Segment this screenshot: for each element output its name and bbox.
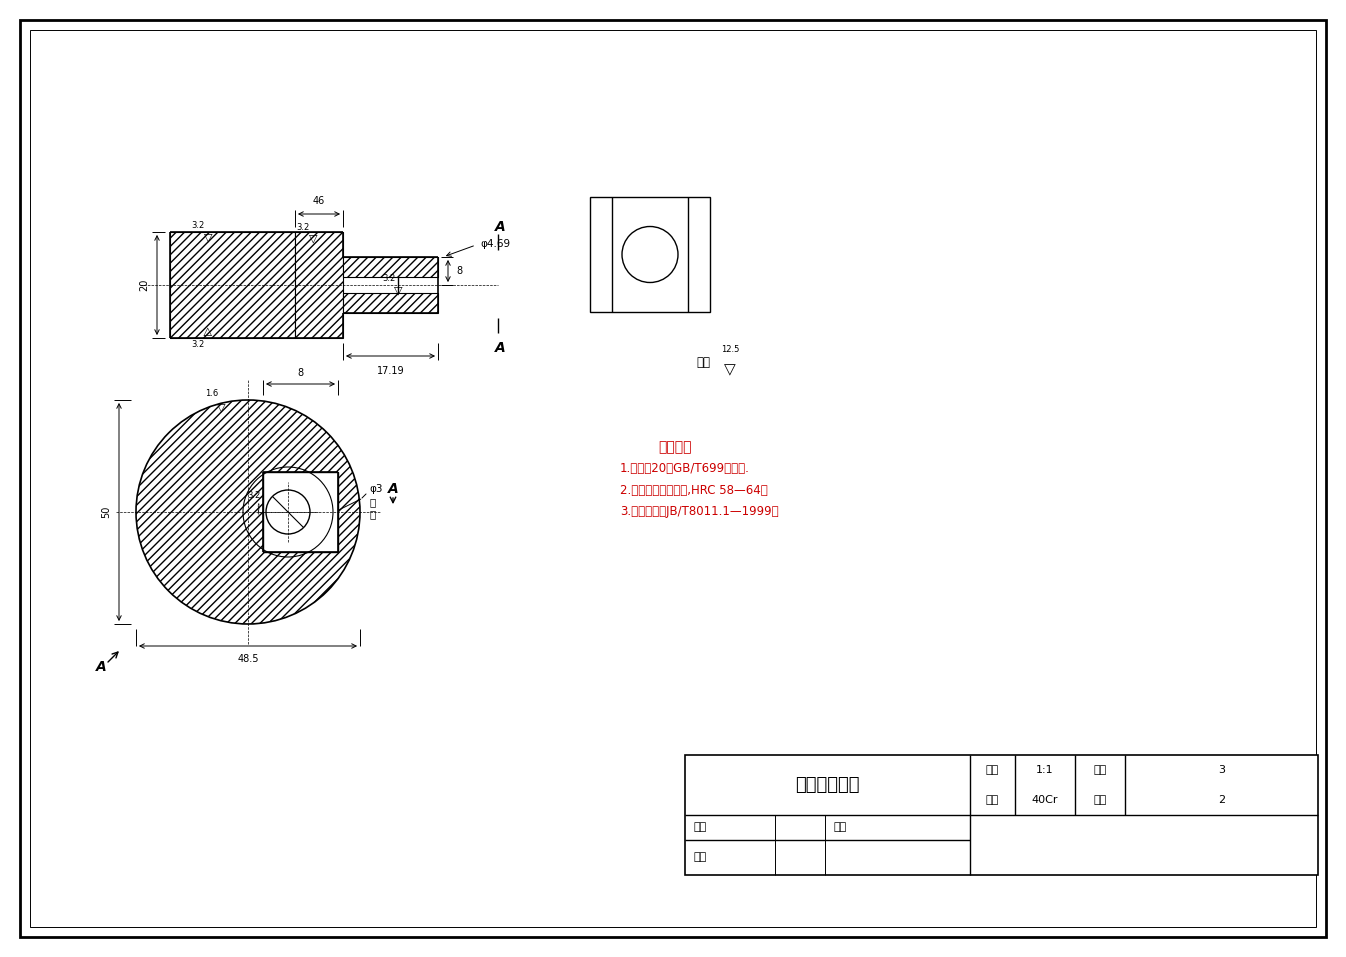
Text: 3.2: 3.2 xyxy=(248,491,261,500)
Bar xyxy=(343,257,437,277)
Circle shape xyxy=(267,490,310,534)
Circle shape xyxy=(622,227,678,282)
Text: A: A xyxy=(388,482,398,496)
Text: 比例: 比例 xyxy=(985,765,999,775)
Bar xyxy=(590,197,709,312)
Text: 8: 8 xyxy=(456,266,462,276)
Text: 20: 20 xyxy=(139,278,149,291)
Bar xyxy=(343,293,437,313)
Text: 2.热处理：调质淣火,HRC 58—64。: 2.热处理：调质淣火,HRC 58—64。 xyxy=(621,483,767,497)
Text: 制图: 制图 xyxy=(693,822,707,833)
Text: ▽: ▽ xyxy=(308,233,318,243)
Text: 12.5: 12.5 xyxy=(721,345,739,354)
Text: 3.2: 3.2 xyxy=(191,340,205,349)
Text: 其余: 其余 xyxy=(696,355,709,368)
Text: ▽: ▽ xyxy=(724,362,736,377)
Bar xyxy=(170,232,295,338)
Text: 8: 8 xyxy=(297,368,304,378)
Text: A: A xyxy=(96,660,106,674)
Text: 46: 46 xyxy=(312,196,326,206)
Text: ▽: ▽ xyxy=(217,402,225,412)
Text: 17.19: 17.19 xyxy=(377,366,404,376)
Text: ▽: ▽ xyxy=(203,326,213,336)
Text: 技术要求: 技术要求 xyxy=(658,440,692,454)
Text: 40Cr: 40Cr xyxy=(1032,795,1058,805)
Text: ▽: ▽ xyxy=(203,232,213,242)
Text: 3.技术条件按JB/T8011.1—1999。: 3.技术条件按JB/T8011.1—1999。 xyxy=(621,504,778,518)
Text: 2: 2 xyxy=(1218,795,1225,805)
Text: 1.材料：20鑰GB/T699的规定.: 1.材料：20鑰GB/T699的规定. xyxy=(621,462,750,476)
Text: 3: 3 xyxy=(1218,765,1225,775)
Text: 50: 50 xyxy=(101,506,110,518)
Text: 数量: 数量 xyxy=(1093,795,1106,805)
Text: 配: 配 xyxy=(369,497,376,507)
Bar xyxy=(295,232,343,338)
Bar xyxy=(262,472,338,552)
Text: 作: 作 xyxy=(369,509,376,519)
Text: 审核: 审核 xyxy=(693,853,707,862)
Text: φ4.69: φ4.69 xyxy=(481,239,510,249)
Text: A: A xyxy=(494,220,505,234)
Text: 材料: 材料 xyxy=(985,795,999,805)
Circle shape xyxy=(136,400,359,624)
Text: 偏心轮零件图: 偏心轮零件图 xyxy=(795,776,860,794)
Text: A: A xyxy=(494,341,505,355)
Text: 3.2: 3.2 xyxy=(296,223,310,232)
Bar xyxy=(685,755,1318,875)
Text: /: / xyxy=(254,502,262,516)
Text: ▽: ▽ xyxy=(394,285,402,295)
Text: 图号: 图号 xyxy=(1093,765,1106,775)
Text: 1.6: 1.6 xyxy=(205,389,218,398)
Text: 3.2: 3.2 xyxy=(382,274,396,283)
Text: 3.2: 3.2 xyxy=(191,221,205,230)
Text: φ3: φ3 xyxy=(369,484,382,494)
Text: 日期: 日期 xyxy=(833,822,847,833)
Text: 1:1: 1:1 xyxy=(1036,765,1054,775)
Text: 48.5: 48.5 xyxy=(237,654,258,664)
